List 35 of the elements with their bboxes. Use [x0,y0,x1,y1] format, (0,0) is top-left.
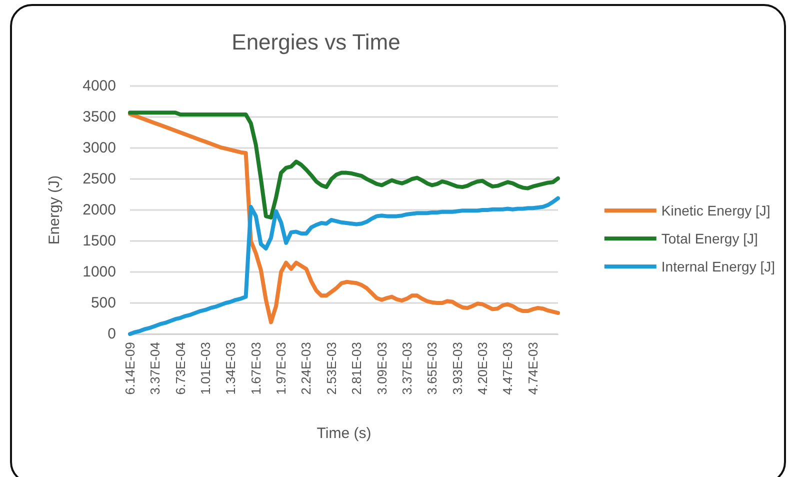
y-tick-label: 3000 [82,140,116,156]
x-tick-label: 1.97E-03 [274,342,289,395]
line-series [128,110,560,220]
legend-label: Internal Energy [J] [661,258,776,274]
y-axis-title: Energy (J) [46,175,63,245]
x-tick-label: 4.47E-03 [500,342,516,395]
x-tick-label: 2.81E-03 [349,342,364,395]
x-tick-label: 4.20E-03 [474,342,490,395]
y-tick-label: 2000 [82,202,116,218]
x-tick-label: 6.73E-04 [172,342,188,395]
y-tick-label: 4000 [82,78,116,94]
x-tick-label: 3.93E-03 [450,342,465,395]
y-tick-label: 1000 [82,264,116,280]
x-tick-label: 2.53E-03 [324,342,339,395]
x-tick-label: 6.14E-09 [122,342,138,395]
x-tick-label: 3.65E-03 [424,342,440,395]
x-tick-label: 4.74E-03 [525,342,540,395]
x-tick-label: 3.37E-03 [399,342,414,395]
chart-title: Energies vs Time [232,30,400,54]
x-tick-label: 2.24E-03 [298,342,314,395]
y-tick-label: 500 [90,294,116,312]
x-tick-label: 1.34E-03 [223,342,238,395]
y-tick-label: 3500 [82,108,116,126]
x-tick-label: 3.09E-03 [374,342,390,395]
line-series [128,112,560,324]
y-tick-label: 1500 [82,232,116,250]
y-tick-label: 0 [108,326,116,342]
x-tick-label: 1.67E-03 [248,342,264,395]
legend-label: Kinetic Energy [J] [661,202,770,218]
legend-label: Total Energy [J] [661,230,758,246]
line-series [128,196,560,336]
x-tick-label: 3.37E-04 [148,342,163,395]
x-tick-label: 1.01E-03 [198,342,214,395]
x-axis-title: Time (s) [316,425,372,442]
y-tick-label: 2500 [82,170,116,188]
